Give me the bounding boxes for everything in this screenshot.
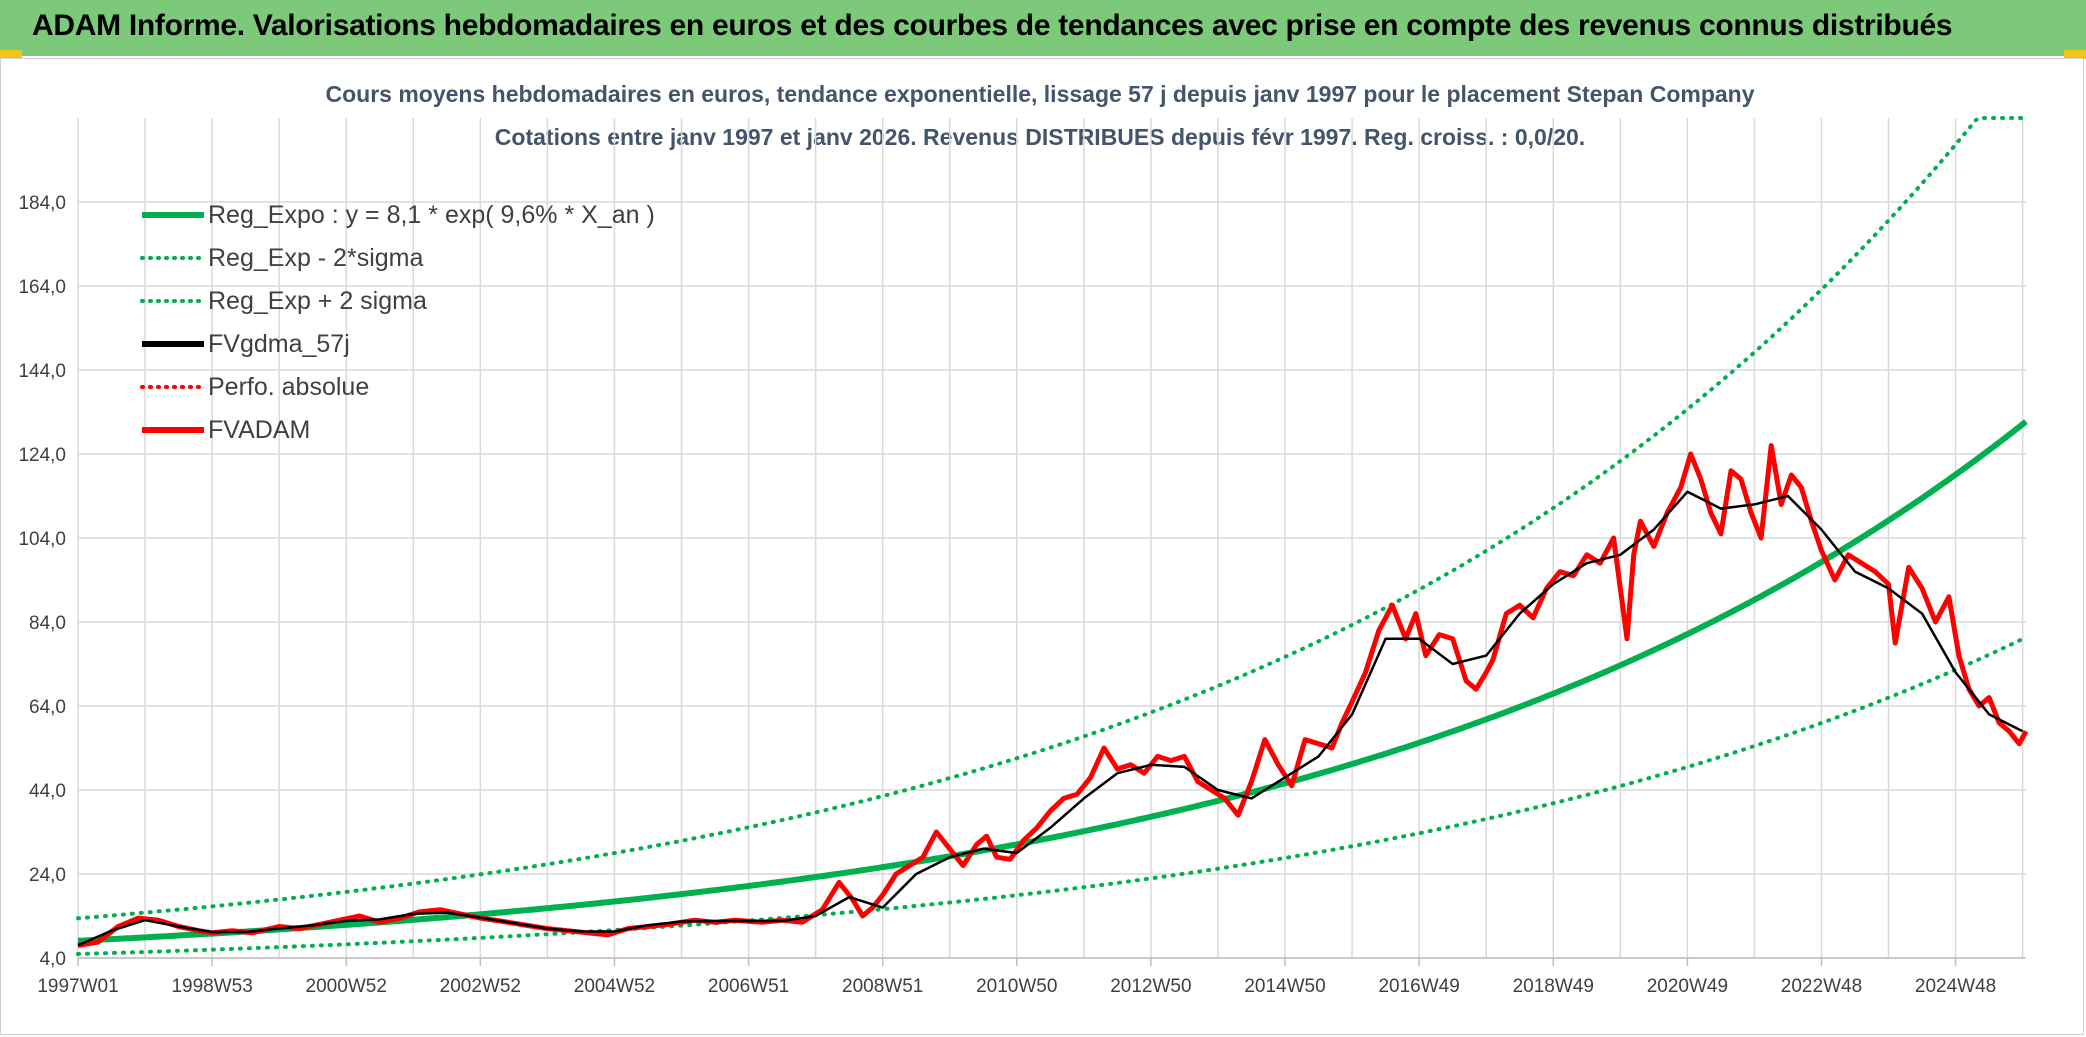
y-tick-label: 84,0 xyxy=(29,613,66,634)
x-tick-label: 2006W51 xyxy=(708,976,789,997)
x-tick-label: 2008W51 xyxy=(842,976,923,997)
chart-frame xyxy=(0,58,2084,1035)
legend-label: FVADAM xyxy=(208,416,310,444)
x-tick-label: 1998W53 xyxy=(171,976,252,997)
x-tick-label: 2016W49 xyxy=(1378,976,1459,997)
corner-accent-right xyxy=(2064,50,2086,59)
y-tick-label: 104,0 xyxy=(18,529,66,550)
y-tick-label: 64,0 xyxy=(29,697,66,718)
x-axis-ticks: 1997W01 1998W53 2000W52 2002W52 2004W52 2006W… xyxy=(37,958,1996,997)
x-tick-label: 2004W52 xyxy=(574,976,655,997)
reg-exp-plus-2sigma-line xyxy=(76,116,2028,921)
gridlines xyxy=(77,118,2026,959)
report-banner: ADAM Informe. Valorisations hebdomadaire… xyxy=(0,0,2086,56)
x-tick-label: 2010W50 xyxy=(976,976,1057,997)
x-tick-label: 2000W52 xyxy=(306,976,387,997)
report-title: ADAM Informe. Valorisations hebdomadaire… xyxy=(32,9,1953,42)
y-tick-label: 184,0 xyxy=(18,193,66,214)
x-tick-label: 2002W52 xyxy=(440,976,521,997)
x-tick-label: 2022W48 xyxy=(1781,976,1862,997)
x-tick-label: 2020W49 xyxy=(1647,976,1728,997)
reg-exp-minus-2sigma-line xyxy=(76,635,2028,956)
y-axis-ticks: 4,0 24,0 44,0 64,0 84,0 104,0 124,0 144,0 164,0 1… xyxy=(18,193,66,970)
legend-label: Perfo. absolue xyxy=(208,373,369,401)
y-tick-label: 24,0 xyxy=(29,865,66,886)
x-tick-label: 2014W50 xyxy=(1244,976,1325,997)
x-tick-label: 2012W50 xyxy=(1110,976,1191,997)
legend-label: Reg_Exp - 2*sigma xyxy=(208,244,423,272)
fvgdma-57j-line xyxy=(77,490,2024,947)
y-tick-label: 144,0 xyxy=(18,361,66,382)
reg-expo-line xyxy=(77,419,2028,944)
y-tick-label: 44,0 xyxy=(29,781,66,802)
y-tick-label: 4,0 xyxy=(40,949,66,970)
x-tick-label: 2024W48 xyxy=(1915,976,1996,997)
legend-label: Reg_Exp + 2 sigma xyxy=(208,287,427,315)
corner-accent-left xyxy=(0,50,22,59)
y-tick-label: 164,0 xyxy=(18,277,66,298)
x-tick-label: 1997W01 xyxy=(37,976,118,997)
chart-title-line-2: Cotations entre janv 1997 et janv 2026. … xyxy=(495,124,1585,150)
series-lines xyxy=(76,116,2029,956)
chart-title-line-1: Cours moyens hebdomadaires en euros, ten… xyxy=(325,81,1754,107)
legend-label: FVgdma_57j xyxy=(208,330,350,358)
price-trend-chart: Cours moyens hebdomadaires en euros, ten… xyxy=(18,81,2029,997)
fvadam-line xyxy=(77,443,2029,948)
x-tick-label: 2018W49 xyxy=(1513,976,1594,997)
y-tick-label: 124,0 xyxy=(18,445,66,466)
legend-label: Reg_Expo : y = 8,1 * exp( 9,6% * X_an ) xyxy=(208,201,655,229)
legend: Reg_Expo : y = 8,1 * exp( 9,6% * X_an ) R… xyxy=(140,201,655,444)
